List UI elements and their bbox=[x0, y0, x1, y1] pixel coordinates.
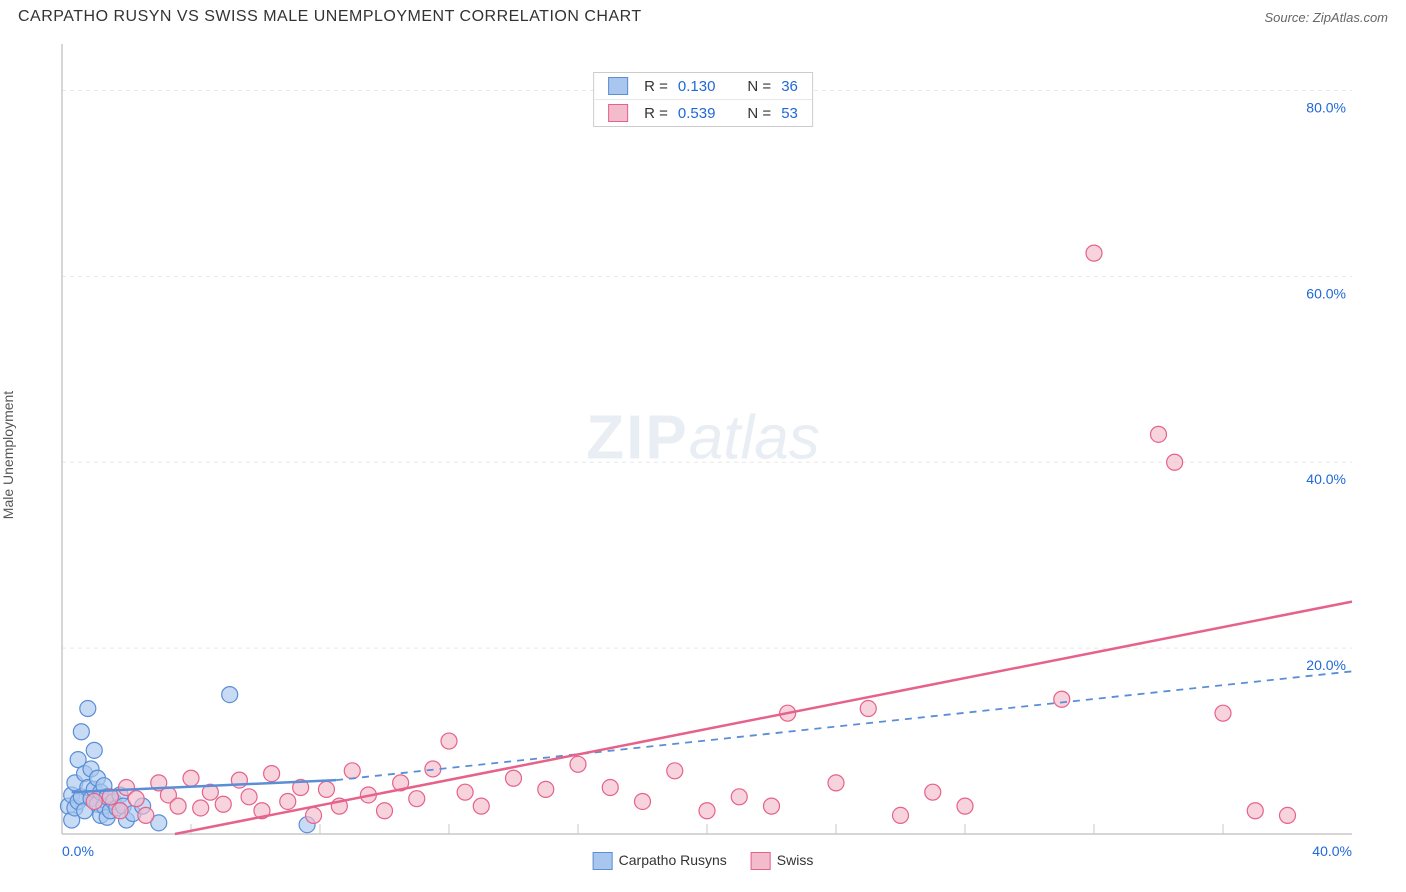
n-value: 53 bbox=[781, 105, 798, 122]
n-value: 36 bbox=[781, 78, 798, 95]
stats-row: R = 0.539 N = 53 bbox=[594, 99, 812, 126]
stats-legend: R = 0.130 N = 36 R = 0.539 N = 53 bbox=[593, 72, 813, 127]
svg-text:20.0%: 20.0% bbox=[1306, 657, 1346, 673]
legend-item: Carpatho Rusyns bbox=[593, 852, 727, 870]
legend-swatch bbox=[608, 104, 628, 122]
legend-swatch bbox=[751, 852, 771, 870]
source-attribution: Source: ZipAtlas.com bbox=[1264, 10, 1388, 25]
scatter-plot: 20.0% 40.0% 60.0% 80.0% 0.0% 40.0% bbox=[18, 36, 1388, 874]
r-label: R = bbox=[644, 105, 668, 122]
y-axis-label: Male Unemployment bbox=[0, 391, 16, 519]
r-value: 0.539 bbox=[678, 105, 716, 122]
n-label: N = bbox=[747, 105, 771, 122]
svg-text:60.0%: 60.0% bbox=[1306, 285, 1346, 301]
chart-container: Male Unemployment 20.0%40.0%60.0%80.0%0.… bbox=[18, 36, 1388, 874]
svg-text:40.0%: 40.0% bbox=[1306, 471, 1346, 487]
r-value: 0.130 bbox=[678, 78, 716, 95]
legend-item: Swiss bbox=[751, 852, 814, 870]
legend-swatch bbox=[593, 852, 613, 870]
n-label: N = bbox=[747, 78, 771, 95]
chart-title: CARPATHO RUSYN VS SWISS MALE UNEMPLOYMEN… bbox=[18, 8, 642, 26]
svg-text:0.0%: 0.0% bbox=[62, 843, 94, 859]
svg-text:80.0%: 80.0% bbox=[1306, 99, 1346, 115]
svg-text:40.0%: 40.0% bbox=[1312, 843, 1352, 859]
legend-swatch bbox=[608, 77, 628, 95]
stats-row: R = 0.130 N = 36 bbox=[594, 73, 812, 99]
series-legend: Carpatho Rusyns Swiss bbox=[593, 852, 814, 870]
r-label: R = bbox=[644, 78, 668, 95]
